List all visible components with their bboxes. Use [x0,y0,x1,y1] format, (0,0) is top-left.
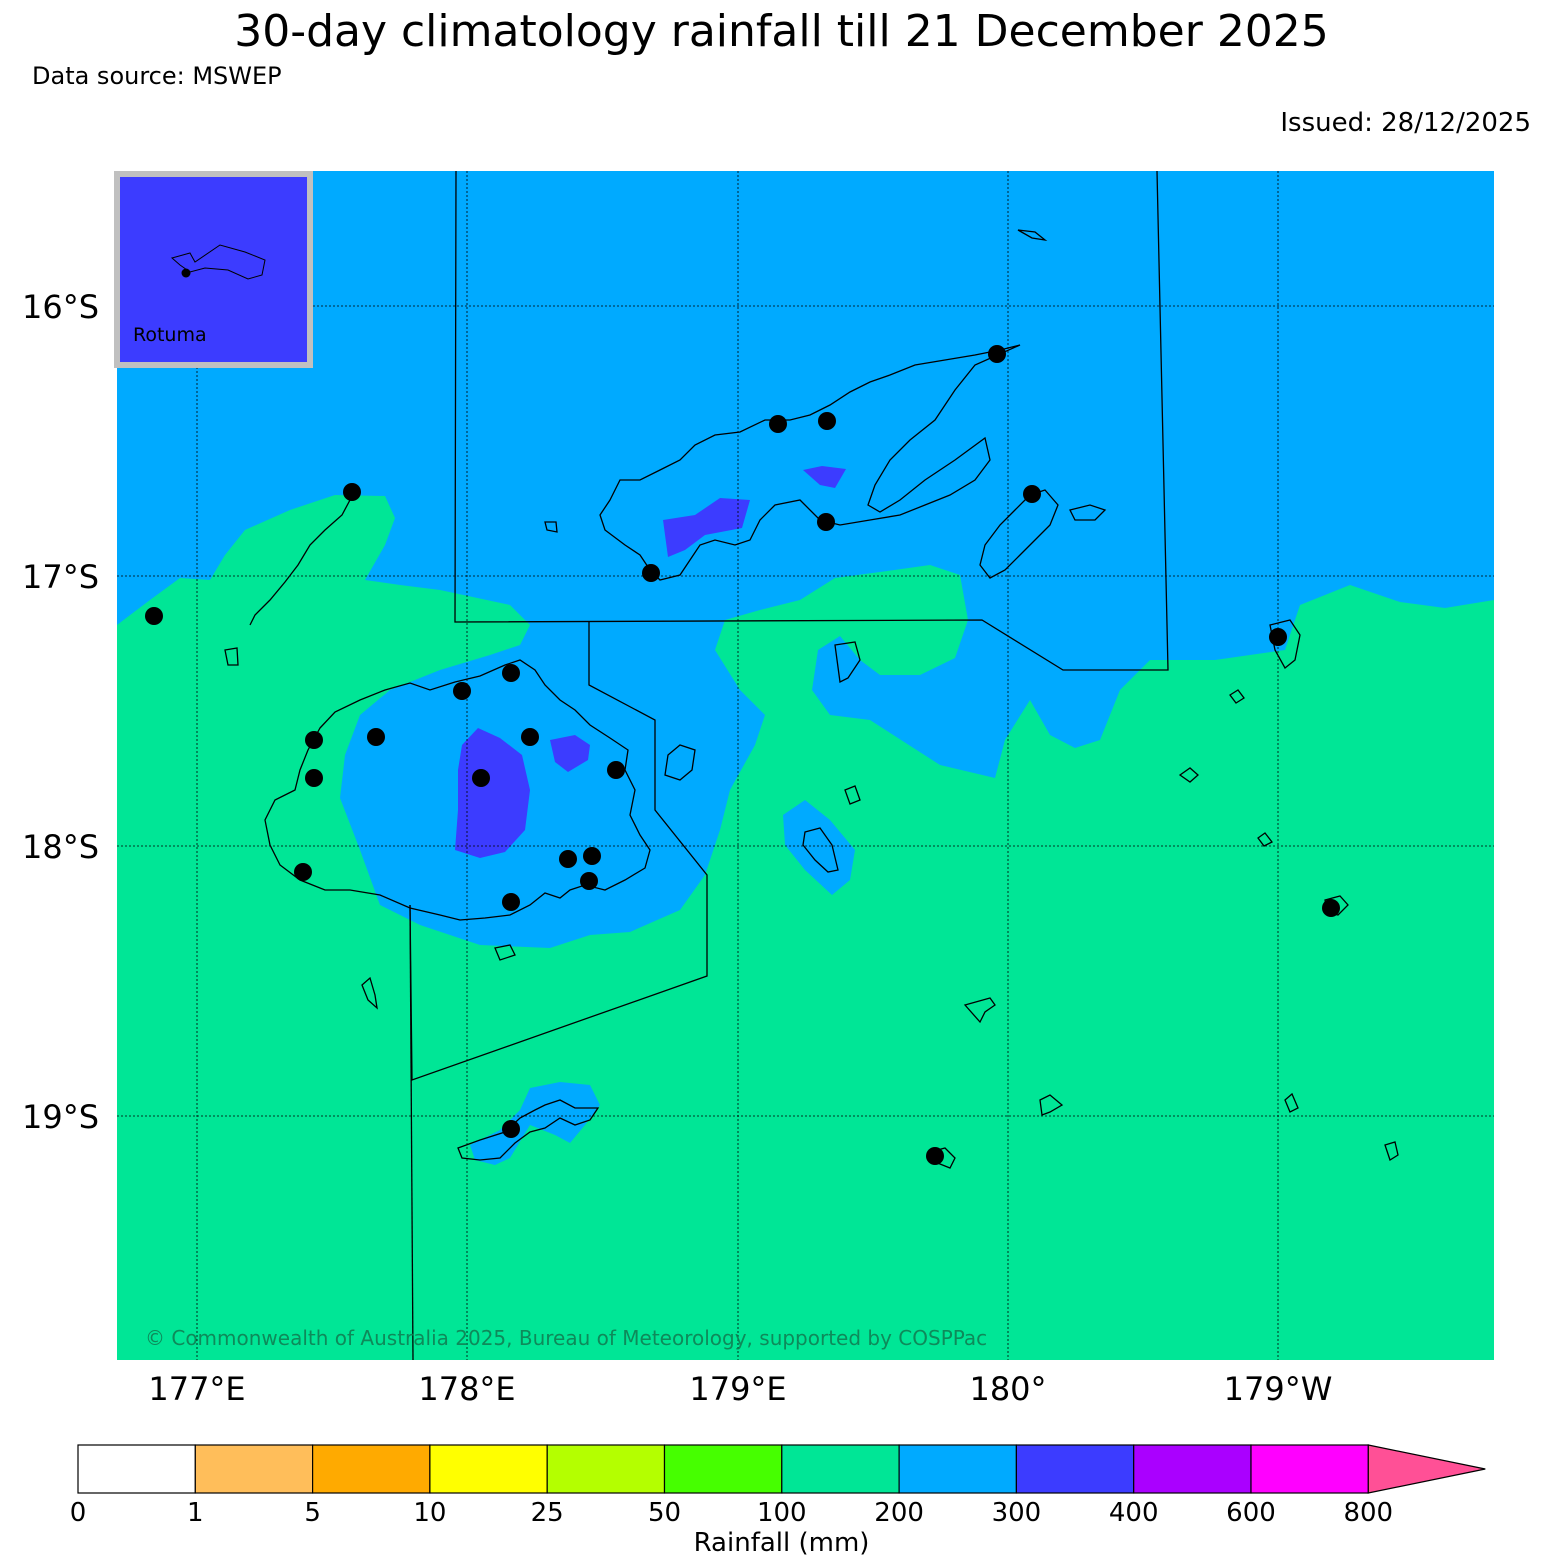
rotuma-station [181,268,191,278]
colorbar-segment [312,1444,431,1494]
lon-label-179e: 179°E [689,1370,787,1408]
colorbar-tick-label: 600 [1226,1498,1276,1528]
island-ovalau [664,744,696,781]
island-small-5 [1284,1092,1299,1113]
island-kadavu [457,1099,600,1161]
lon-label-178e: 178°E [418,1370,516,1408]
colorbar-segment [1015,1444,1135,1494]
map-area [117,171,1494,1360]
lat-label-16s: 16°S [22,288,100,326]
rain-class-300-400-vanualevu [663,498,750,557]
rain-class-300-400-east [550,735,590,772]
colorbar-segment [1250,1444,1369,1494]
colorbar-tick-label: 25 [530,1498,564,1528]
colorbar-tick-label: 0 [69,1498,87,1528]
colorbar-tick-label: 5 [304,1498,321,1528]
colorbar-tick-label: 50 [647,1498,682,1528]
lat-label-19s: 19°S [22,1098,100,1136]
island-yasawa [249,499,351,626]
island-gau [802,827,839,873]
island-totoya [1039,1094,1064,1116]
island-moala [963,997,996,1024]
island-small-3 [1229,689,1245,704]
colorbar-tick-label: 300 [991,1498,1042,1528]
inset-rotuma [114,171,313,368]
island-small-2 [1017,229,1048,242]
island-small-1 [1178,767,1199,783]
colorbar-tick-label: 1 [187,1498,204,1528]
colorbar-segment [546,1444,666,1494]
lat-label-17s: 17°S [22,558,100,596]
island-lakeba [1269,619,1301,669]
issued-date: Issued: 28/12/2025 [1280,108,1531,138]
copyright-notice: © Commonwealth of Australia 2025, Bureau… [145,1326,988,1350]
coastlines [224,229,1399,1169]
colorbar-tick-label: 800 [1343,1498,1394,1528]
island-koro [834,641,861,683]
colorbar-segment [194,1444,314,1494]
island-small-4 [1257,832,1273,847]
island-small-7 [544,521,558,533]
rain-class-300-400-vitilevu [455,728,530,858]
colorbar-title: Rainfall (mm) [693,1528,870,1558]
colorbar-tick-label: 200 [874,1498,924,1528]
colorbar-segment [429,1444,548,1494]
colorbar-segment [1133,1444,1252,1494]
lon-label-180: 180° [969,1370,1047,1408]
colorbar-extension [1367,1444,1486,1494]
island-small-6 [1384,1141,1399,1161]
lon-label-179w: 179°W [1223,1370,1333,1408]
map-title: 30-day climatology rainfall till 21 Dece… [234,6,1329,57]
island-vatulele [361,976,378,1010]
division-boundaries [409,171,1169,1360]
colorbar-segment [781,1444,900,1494]
colorbar-segment [663,1444,783,1494]
data-source: Data source: MSWEP [32,62,282,90]
rain-class-200-300-south [470,1082,600,1165]
rain-class-200-300-east [783,800,855,895]
island-qamea [1069,504,1107,521]
graticule [117,171,1494,1360]
colorbar-tick-label: 100 [756,1498,807,1528]
island-taveuni [979,489,1059,579]
lon-label-177e: 177°E [148,1370,246,1408]
station-markers [145,345,1340,1165]
colorbar-segment [77,1444,196,1494]
island-small-8 [844,785,861,805]
island-mamanuca [224,647,239,666]
inset-label-rotuma: Rotuma [133,324,207,346]
island-vanua-levu [599,344,1021,581]
colorbar-tick-label: 10 [413,1498,447,1528]
island-viti-levu [264,659,651,921]
colorbar-tick-label: 400 [1108,1498,1159,1528]
rain-class-300-400-north [803,466,846,488]
island-beqa [494,944,516,961]
colorbar-segment [898,1444,1017,1494]
lat-label-18s: 18°S [22,828,100,866]
colorbar [77,1444,1486,1494]
